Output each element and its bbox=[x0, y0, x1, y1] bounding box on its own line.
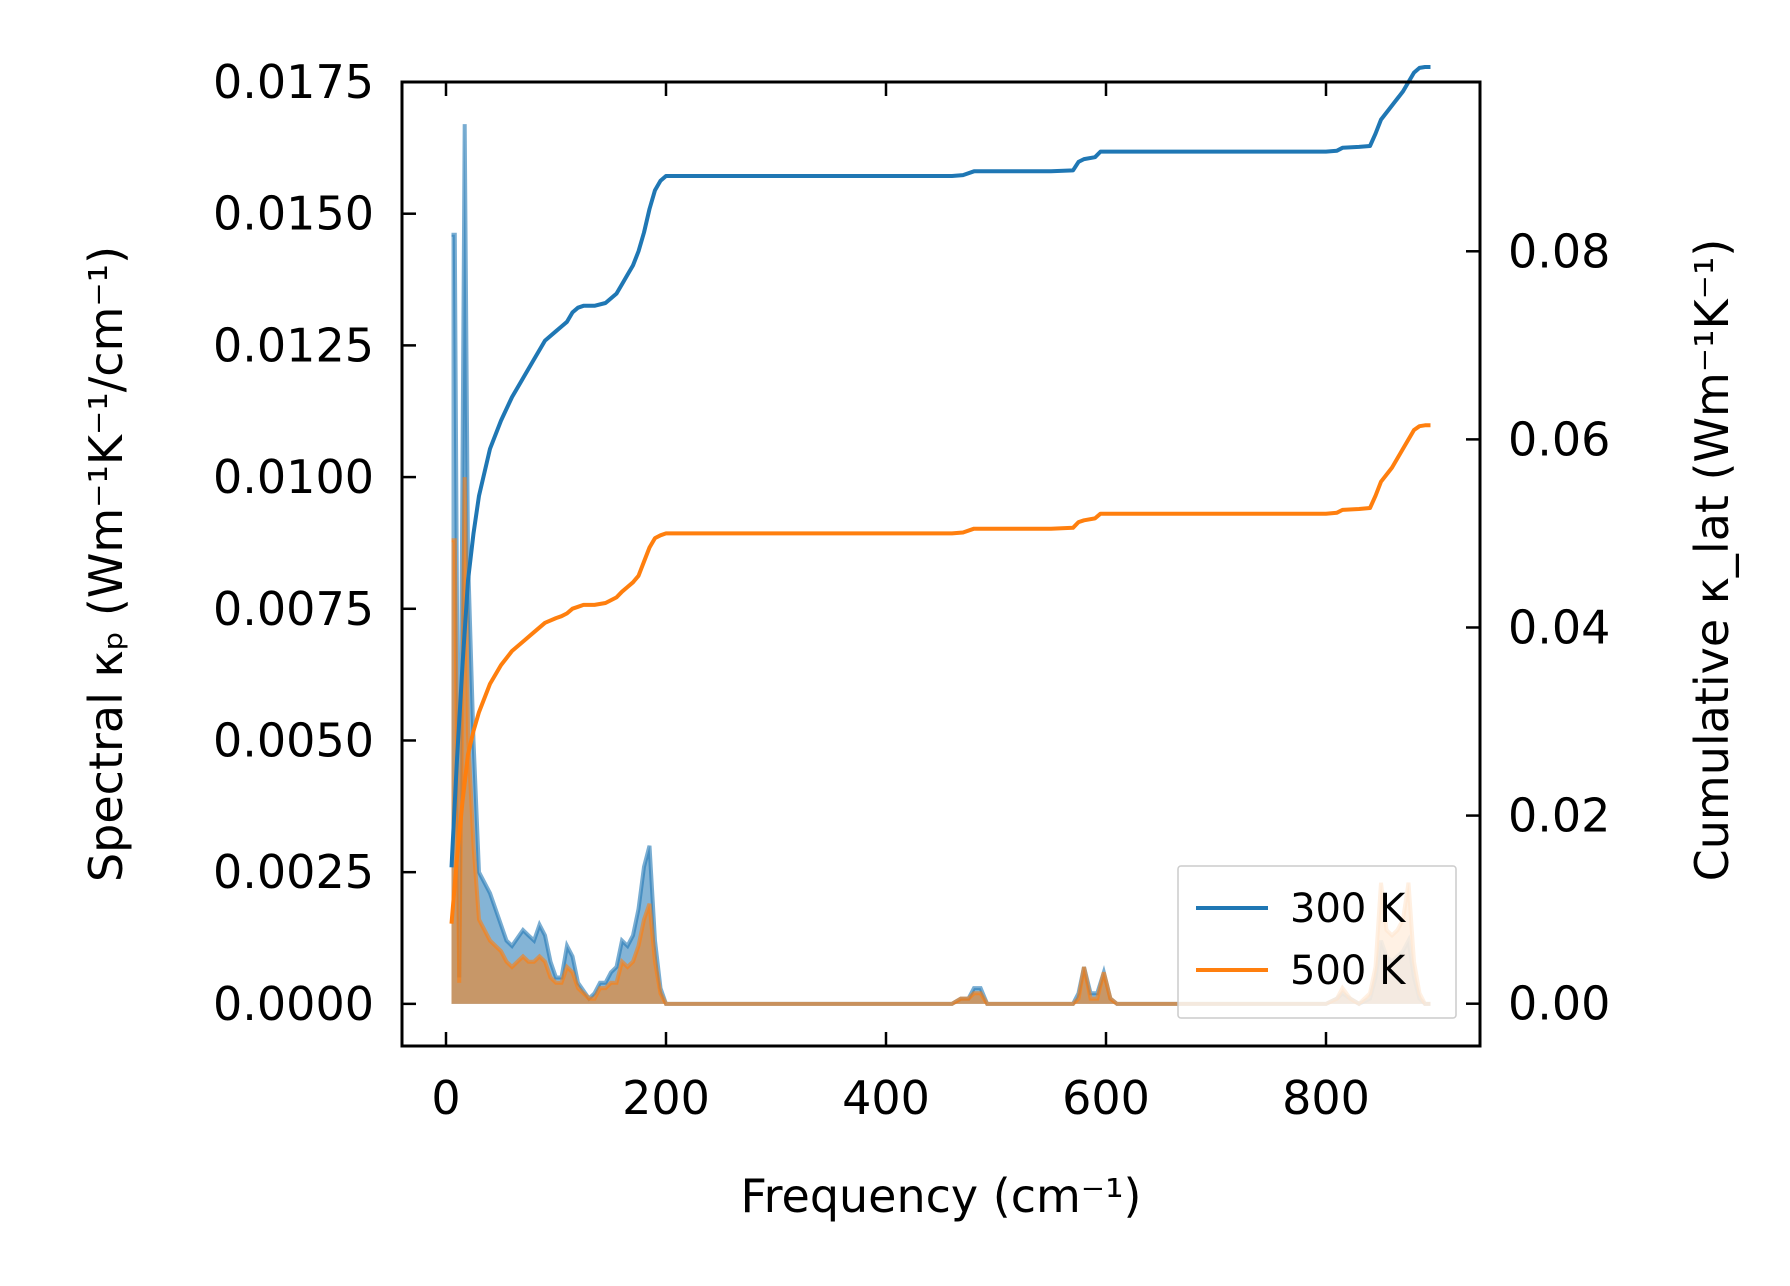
y-axis-left-label: Spectral κₚ (Wm⁻¹K⁻¹/cm⁻¹) bbox=[79, 246, 133, 882]
x-tick-label: 400 bbox=[842, 1071, 930, 1125]
y-right-tick-label: 0.06 bbox=[1508, 412, 1610, 466]
y-right-tick-label: 0.04 bbox=[1508, 600, 1610, 654]
y-left-tick-label: 0.0175 bbox=[213, 55, 374, 109]
axes-frame bbox=[400, 80, 1482, 1048]
y-left-tick-label: 0.0050 bbox=[213, 713, 374, 767]
legend-box bbox=[1177, 865, 1457, 1019]
cumulative-line-300k bbox=[449, 65, 1431, 868]
y-right-tick-label: 0.08 bbox=[1508, 224, 1610, 278]
x-tick-label: 800 bbox=[1282, 1071, 1370, 1125]
legend: 300 K 500 K bbox=[1177, 865, 1457, 1019]
tick-layer: 0 200 400 600 800 0.0000 0.0025 0.0050 0.0075 0.0… bbox=[213, 55, 1610, 1125]
y-left-tick-label: 0.0075 bbox=[213, 582, 374, 636]
y-left-tick-label: 0.0025 bbox=[213, 845, 374, 899]
y-left-tick-label: 0.0000 bbox=[213, 977, 374, 1031]
cumulative-line-500k bbox=[449, 423, 1431, 924]
series-layer bbox=[449, 65, 1431, 1007]
legend-label-300k: 300 K bbox=[1290, 886, 1407, 932]
x-tick-label: 0 bbox=[431, 1071, 460, 1125]
x-tick-label: 600 bbox=[1062, 1071, 1150, 1125]
y-axis-right-label: Cumulative κ_lat (Wm⁻¹K⁻¹) bbox=[1685, 239, 1739, 882]
y-left-tick-label: 0.0150 bbox=[213, 187, 374, 241]
y-left-tick-label: 0.0100 bbox=[213, 450, 374, 504]
y-left-tick-label: 0.0125 bbox=[213, 318, 374, 372]
y-right-tick-label: 0.02 bbox=[1508, 789, 1610, 843]
y-right-tick-label: 0.00 bbox=[1508, 977, 1610, 1031]
legend-label-500k: 500 K bbox=[1290, 948, 1407, 994]
x-tick-label: 200 bbox=[622, 1071, 710, 1125]
x-axis-label: Frequency (cm⁻¹) bbox=[741, 1169, 1142, 1223]
